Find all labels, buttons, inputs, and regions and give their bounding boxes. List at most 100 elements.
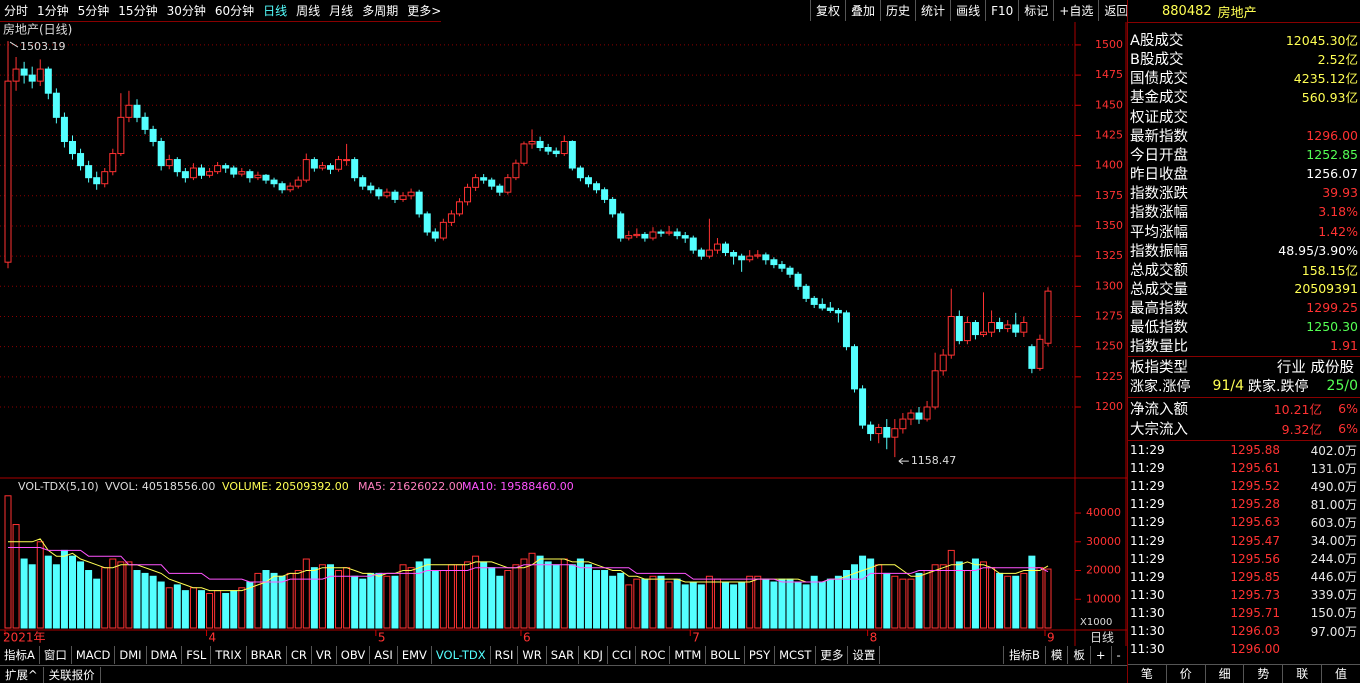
quote-tab[interactable]: 值 [1322, 665, 1360, 683]
volume-bar [673, 578, 681, 629]
volume-bar [20, 558, 28, 629]
indicator-tab[interactable]: 更多 [816, 646, 849, 664]
quote-row: 指数涨跌 39.93 [1130, 183, 1358, 202]
tick-time: 11:29 [1130, 461, 1165, 476]
indicator-tab[interactable]: BOLL [706, 646, 745, 664]
indicator-button[interactable]: 模 [1044, 646, 1068, 664]
indicator-tab[interactable]: 指标A [0, 646, 40, 664]
period-tab[interactable]: 30分钟 [166, 4, 206, 18]
indicator-tab[interactable]: EMV [398, 646, 432, 664]
volume-bar [407, 567, 415, 629]
indicator-tab[interactable]: RSI [491, 646, 519, 664]
tick-row: 11:29 1295.88 402.0万 [1130, 441, 1357, 459]
period-tab[interactable]: 分时 [4, 4, 29, 18]
indicator-tab[interactable]: ROC [636, 646, 671, 664]
tool-button[interactable]: 叠加 [845, 0, 880, 21]
indicator-button[interactable]: 指标B [1003, 646, 1045, 664]
quote-value: 4235.12亿 [1293, 71, 1358, 87]
quote-tab[interactable]: 价 [1167, 665, 1206, 683]
indicator-button[interactable]: + [1089, 646, 1111, 664]
indicator-tab[interactable]: CCI [608, 646, 637, 664]
quote-tab[interactable]: 细 [1206, 665, 1245, 683]
tick-time: 11:29 [1130, 479, 1165, 494]
quote-tab[interactable]: 联 [1283, 665, 1323, 683]
quote-label: 最高指数 [1130, 301, 1188, 318]
volume-bar [93, 578, 101, 629]
period-tab[interactable]: 日线 [263, 4, 288, 18]
indicator-tab[interactable]: 设置 [848, 646, 881, 664]
period-tab[interactable]: 15分钟 [118, 4, 158, 18]
volume-bar [947, 549, 955, 629]
indicator-tab[interactable]: 窗口 [40, 646, 72, 664]
indicator-tab[interactable]: KDJ [579, 646, 608, 664]
candle-body [512, 162, 520, 179]
volume-bar [657, 575, 665, 629]
indicator-button[interactable]: - [1110, 646, 1126, 664]
volume-bar [625, 584, 633, 629]
tool-button[interactable]: 标记 [1018, 0, 1053, 21]
high-label: 1503.19 [20, 40, 66, 53]
tick-time: 11:30 [1130, 605, 1165, 620]
period-tab[interactable]: 1分钟 [37, 4, 69, 18]
tick-price: 1295.73 [1230, 587, 1280, 602]
volume-bar [504, 570, 512, 629]
low-label: 1158.47 [911, 454, 957, 467]
period-tab[interactable]: 多周期 [362, 4, 399, 18]
period-tab[interactable]: 周线 [296, 4, 321, 18]
candle-body [746, 255, 754, 261]
period-tab[interactable]: 60分钟 [214, 4, 255, 18]
indicator-tab[interactable]: CR [287, 646, 312, 664]
quote-tab[interactable]: 笔 [1128, 665, 1167, 683]
candle-body [77, 153, 85, 167]
period-tab[interactable]: 5分钟 [77, 4, 110, 18]
footer-tab[interactable]: 关联报价 [44, 667, 101, 683]
tick-price: 1295.63 [1230, 515, 1280, 530]
indicator-tab[interactable]: VR [312, 646, 337, 664]
volume-bar [512, 564, 520, 629]
indicator-button[interactable]: 板 [1067, 646, 1090, 664]
y-tick-label: 1275 [1095, 309, 1123, 322]
indicator-tab[interactable]: OBV [337, 646, 371, 664]
period-tab[interactable]: 更多> [407, 4, 442, 18]
tool-button[interactable]: 历史 [880, 0, 915, 21]
indicator-tab[interactable]: DMI [115, 646, 147, 664]
high-pointer [9, 41, 19, 48]
indicator-tab[interactable]: MACD [72, 646, 116, 664]
candle-body [197, 167, 205, 176]
tick-time: 11:30 [1130, 587, 1165, 602]
indicator-tab[interactable]: TRIX [211, 646, 247, 664]
tool-button[interactable]: F10 [985, 0, 1018, 21]
indicator-tab[interactable]: SAR [547, 646, 580, 664]
volume-bar [601, 570, 609, 629]
indicator-tab[interactable]: FSL [182, 646, 212, 664]
indicator-tab[interactable]: WR [518, 646, 547, 664]
volume-bar [310, 567, 318, 629]
candle-body [12, 68, 20, 82]
indicator-tab[interactable]: BRAR [247, 646, 287, 664]
volume-bar [262, 570, 270, 629]
tick-time: 11:29 [1130, 551, 1165, 566]
volume-bar [609, 575, 617, 629]
indicator-tab[interactable]: VOL-TDX [432, 646, 491, 664]
tool-button[interactable]: 复权 [810, 0, 845, 21]
candle-body [665, 231, 673, 234]
tool-button[interactable]: +自选 [1053, 0, 1098, 21]
quote-label: 指数量比 [1130, 339, 1188, 356]
quote-row: 指数振幅 48.95/3.90% [1130, 241, 1358, 260]
candle-body [85, 165, 93, 179]
quote-row: 今日开盘 1252.85 [1130, 145, 1358, 164]
footer-tab[interactable]: 扩展^ [0, 667, 44, 683]
indicator-tab[interactable]: MTM [670, 646, 707, 664]
indicator-tab[interactable]: DMA [147, 646, 183, 664]
quote-label: 指数涨幅 [1130, 205, 1188, 222]
quote-tab[interactable]: 势 [1244, 665, 1284, 683]
tool-button[interactable]: 返回 [1098, 0, 1133, 21]
tool-button[interactable]: 统计 [915, 0, 950, 21]
quote-row: 指数量比 1.91 [1130, 336, 1358, 355]
indicator-tab[interactable]: ASI [370, 646, 398, 664]
indicator-tab[interactable]: PSY [745, 646, 776, 664]
indicator-tab[interactable]: MCST [775, 646, 817, 664]
period-tab[interactable]: 月线 [329, 4, 354, 18]
candle-body [101, 171, 109, 185]
tool-button[interactable]: 画线 [950, 0, 985, 21]
